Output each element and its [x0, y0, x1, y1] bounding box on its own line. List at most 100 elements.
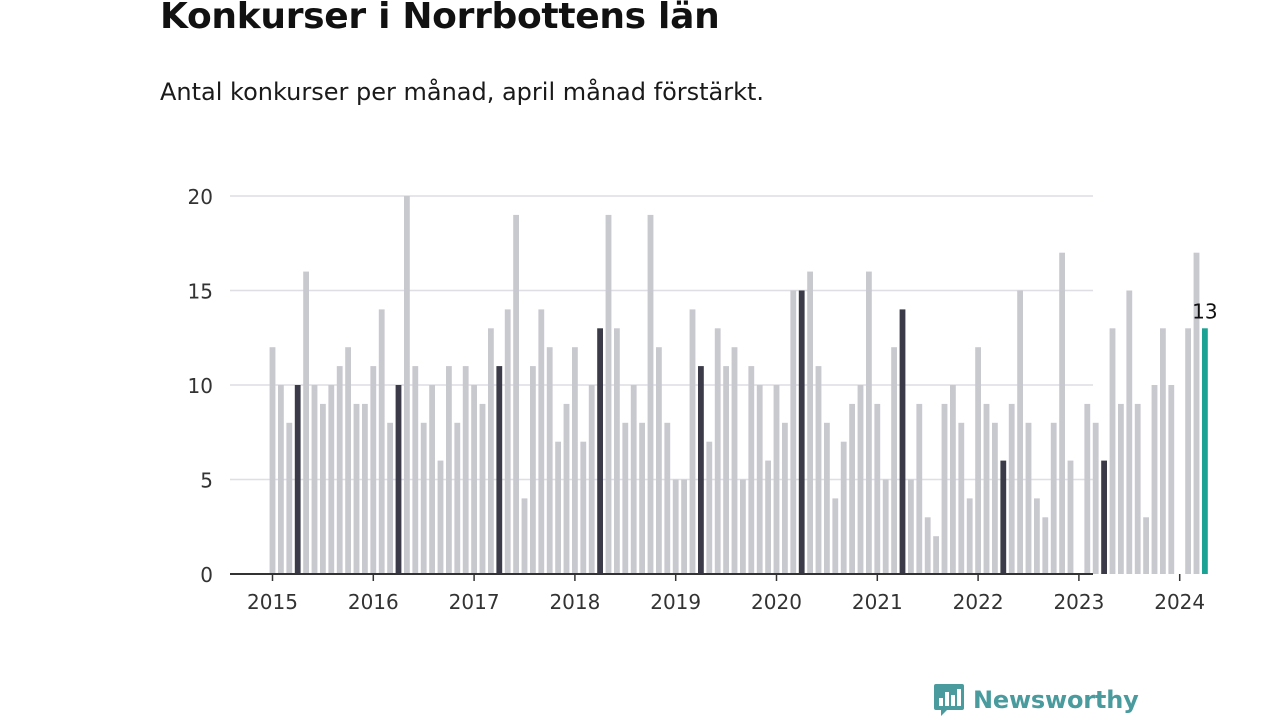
x-tick-label: 2022 [953, 590, 1004, 614]
bar [462, 366, 469, 574]
newsworthy-logo-icon [934, 684, 964, 716]
bar [714, 328, 721, 574]
newsworthy-brand: Newsworthy [933, 682, 1139, 718]
bar [412, 366, 419, 574]
bar [840, 441, 847, 574]
bar [916, 403, 923, 574]
bar [1025, 422, 1032, 574]
bar [521, 498, 528, 574]
bar [748, 366, 755, 574]
chart-title: Konkurser i Norrbottens län [160, 0, 720, 37]
bar [336, 366, 343, 574]
bar [849, 403, 855, 574]
bar [1034, 498, 1040, 574]
bar [908, 479, 914, 574]
bar [437, 460, 444, 574]
chart-subtitle: Antal konkurser per månad, april månad f… [160, 78, 765, 106]
bar [546, 347, 553, 574]
bar [1193, 252, 1200, 574]
bar [353, 403, 360, 574]
bar [782, 422, 788, 574]
bar [891, 347, 897, 574]
bar [639, 422, 645, 574]
bar [420, 422, 427, 574]
bar [1000, 460, 1007, 574]
bar [404, 196, 410, 574]
x-tick-label: 2019 [650, 590, 701, 614]
bar [765, 460, 771, 574]
bar [941, 403, 948, 574]
y-tick-label: 10 [188, 374, 213, 398]
x-tick-label: 2017 [449, 590, 500, 614]
x-tick-label: 2016 [348, 590, 399, 614]
y-tick-label: 5 [200, 469, 213, 493]
bar [832, 498, 839, 574]
bar [815, 366, 822, 574]
bar [1017, 290, 1023, 574]
bar [504, 309, 511, 574]
bar [698, 366, 704, 574]
bar [1101, 460, 1107, 574]
bar [1168, 385, 1175, 574]
bar [1143, 517, 1149, 574]
latest-value-label: 13 [1192, 299, 1217, 323]
bar [378, 309, 385, 574]
bars [269, 196, 1208, 574]
bar [731, 347, 738, 574]
bar [807, 271, 813, 574]
bar [303, 271, 309, 574]
bar [857, 385, 864, 574]
x-tick-label: 2023 [1053, 590, 1104, 614]
bar [933, 536, 939, 574]
bar [572, 347, 578, 574]
bar [1202, 328, 1208, 574]
bar [866, 271, 872, 574]
bar [975, 347, 981, 574]
bar [882, 479, 889, 574]
bar [429, 385, 435, 574]
bar [756, 385, 763, 574]
labels: 0 5 10 15 20 2015 2016 2017 2018 2019 2020 2021 2022… [188, 185, 1218, 614]
bar [471, 385, 477, 574]
bar [345, 347, 351, 574]
x-tick-label: 2021 [852, 590, 903, 614]
bar [286, 422, 293, 574]
y-tick-label: 20 [188, 185, 213, 209]
bar [513, 214, 519, 574]
bar [538, 309, 545, 574]
bar [790, 290, 797, 574]
y-tick-label: 0 [200, 563, 213, 587]
bar [588, 385, 595, 574]
bar [1118, 403, 1124, 574]
y-tick-label: 15 [188, 280, 213, 304]
bar [647, 214, 654, 574]
bar [311, 385, 318, 574]
bar [874, 403, 881, 574]
bar [773, 385, 780, 574]
bar [362, 403, 368, 574]
bar [479, 403, 486, 574]
bar [656, 347, 662, 574]
bar [924, 517, 931, 574]
bar [454, 422, 461, 574]
bar [1134, 403, 1141, 574]
x-tick-label: 2024 [1154, 590, 1205, 614]
x-tick-label: 2020 [751, 590, 802, 614]
bar [983, 403, 990, 574]
bar [580, 441, 587, 574]
bar [1185, 328, 1191, 574]
bar [672, 479, 679, 574]
bar [1109, 328, 1116, 574]
bar [966, 498, 973, 574]
bar [605, 214, 612, 574]
x-tick-label: 2018 [549, 590, 600, 614]
bar [446, 366, 452, 574]
bar [950, 385, 956, 574]
bar [1050, 422, 1057, 574]
bar [1092, 422, 1099, 574]
bar [294, 385, 301, 574]
bar [740, 479, 746, 574]
bar [1126, 290, 1133, 574]
bar [320, 403, 326, 574]
